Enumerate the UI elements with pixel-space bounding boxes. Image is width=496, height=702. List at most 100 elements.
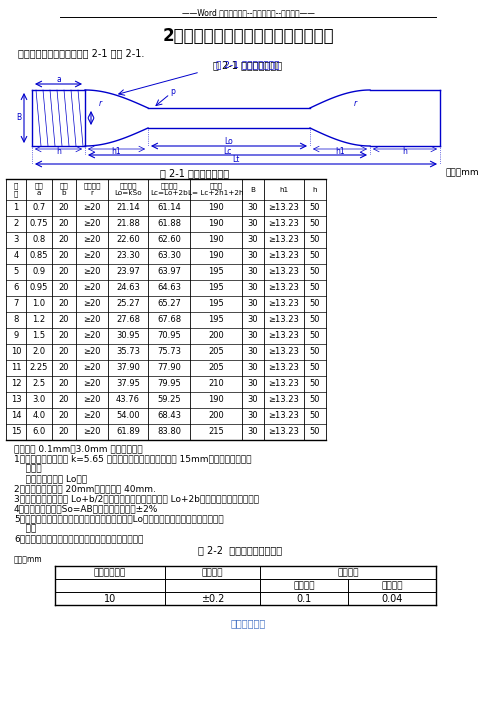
Text: r: r [354, 98, 357, 107]
Text: 50: 50 [310, 235, 320, 244]
Text: 过渡半径
r: 过渡半径 r [83, 183, 101, 197]
Text: 62.60: 62.60 [157, 235, 181, 244]
Text: 标记: 标记 [14, 524, 36, 534]
Text: 0.7: 0.7 [32, 204, 46, 213]
Text: 0.85: 0.85 [30, 251, 48, 260]
Text: 50: 50 [310, 284, 320, 293]
Text: 一般试验: 一般试验 [293, 581, 315, 590]
Text: ≥13.23: ≥13.23 [268, 204, 300, 213]
Text: 21.14: 21.14 [116, 204, 140, 213]
Text: 50: 50 [310, 204, 320, 213]
Text: 10: 10 [104, 593, 116, 604]
Text: 4: 4 [13, 251, 19, 260]
Text: 50: 50 [310, 347, 320, 357]
Text: 30: 30 [248, 380, 258, 388]
Text: 70.95: 70.95 [157, 331, 181, 340]
Text: 20: 20 [59, 380, 69, 388]
Text: 20: 20 [59, 395, 69, 404]
Text: ≥20: ≥20 [83, 395, 101, 404]
Text: 0.04: 0.04 [381, 593, 403, 604]
Text: 4.0: 4.0 [32, 411, 46, 420]
Text: h: h [403, 147, 407, 156]
Text: ±0.2: ±0.2 [201, 593, 224, 604]
Text: 200: 200 [208, 411, 224, 420]
Text: 35.73: 35.73 [116, 347, 140, 357]
Text: 75.73: 75.73 [157, 347, 181, 357]
Text: h1: h1 [112, 147, 122, 156]
Text: h1: h1 [335, 147, 345, 156]
Text: 215: 215 [208, 428, 224, 437]
Text: 20: 20 [59, 284, 69, 293]
Text: 3: 3 [13, 235, 19, 244]
Text: 20: 20 [59, 364, 69, 373]
Text: ≥13.23: ≥13.23 [268, 364, 300, 373]
Text: ≥13.23: ≥13.23 [268, 300, 300, 308]
Text: 210: 210 [208, 380, 224, 388]
Text: 15: 15 [11, 428, 21, 437]
Text: 20: 20 [59, 204, 69, 213]
Text: ≥20: ≥20 [83, 251, 101, 260]
Text: Lt: Lt [232, 156, 240, 164]
Text: 30: 30 [248, 204, 258, 213]
Text: 30: 30 [248, 331, 258, 340]
Text: r: r [98, 98, 102, 107]
Text: ≥20: ≥20 [83, 315, 101, 324]
Text: ≥20: ≥20 [83, 284, 101, 293]
Text: ≥20: ≥20 [83, 364, 101, 373]
Text: 190: 190 [208, 235, 224, 244]
Text: 77.90: 77.90 [157, 364, 181, 373]
Text: ≥20: ≥20 [83, 411, 101, 420]
Text: h: h [56, 147, 61, 156]
Text: 61.89: 61.89 [116, 428, 140, 437]
Text: ≥20: ≥20 [83, 220, 101, 228]
Text: 1.0: 1.0 [32, 300, 46, 308]
Text: 2.5: 2.5 [32, 380, 46, 388]
Text: ≥13.23: ≥13.23 [268, 347, 300, 357]
Text: ≥20: ≥20 [83, 204, 101, 213]
Text: ≥13.23: ≥13.23 [268, 380, 300, 388]
Text: 61.88: 61.88 [157, 220, 181, 228]
Text: 6．机加工试样的尺寸公差和形状公差应符合下表要求: 6．机加工试样的尺寸公差和形状公差应符合下表要求 [14, 534, 143, 543]
Text: 20: 20 [59, 411, 69, 420]
Text: 试样。: 试样。 [14, 465, 42, 474]
Text: 20: 20 [59, 315, 69, 324]
Text: 20: 20 [59, 428, 69, 437]
Text: 2: 2 [13, 220, 19, 228]
Text: 30: 30 [248, 300, 258, 308]
Text: 2.0: 2.0 [32, 347, 46, 357]
Text: 50: 50 [310, 395, 320, 404]
Text: 79.95: 79.95 [157, 380, 181, 388]
Text: 1.5: 1.5 [32, 331, 46, 340]
Text: 20: 20 [59, 267, 69, 277]
Text: 平行长度
Lc=Lo+2b: 平行长度 Lc=Lo+2b [150, 183, 188, 197]
Text: 尺寸公差: 尺寸公差 [201, 568, 223, 577]
Text: 或按双方约定的 Lo値。: 或按双方约定的 Lo値。 [14, 475, 87, 484]
Text: 50: 50 [310, 267, 320, 277]
Text: 1．优先采用比例系数 k=5.65 的比例试样，若比例标距小于 15mm，建议采用非比例: 1．优先采用比例系数 k=5.65 的比例试样，若比例标距小于 15mm，建议采… [14, 454, 251, 463]
Text: B: B [16, 114, 21, 123]
Text: 30: 30 [248, 235, 258, 244]
Text: ≥20: ≥20 [83, 428, 101, 437]
Text: 0.75: 0.75 [30, 220, 48, 228]
Text: ≥13.23: ≥13.23 [268, 220, 300, 228]
Text: 50: 50 [310, 331, 320, 340]
Text: 8: 8 [13, 315, 19, 324]
Text: 单位：mm: 单位：mm [14, 555, 43, 564]
Text: 20: 20 [59, 347, 69, 357]
Text: 27.68: 27.68 [116, 315, 140, 324]
Text: ≥13.23: ≥13.23 [268, 267, 300, 277]
Text: ≥20: ≥20 [83, 347, 101, 357]
Text: 205: 205 [208, 364, 224, 373]
Text: ——Word 行业资料分享--可编辑版本--双击可删——: ——Word 行业资料分享--可编辑版本--双击可删—— [182, 8, 314, 18]
Text: 50: 50 [310, 364, 320, 373]
Text: 图 2-1 标准试样的类型: 图 2-1 标准试样的类型 [216, 60, 280, 69]
Text: 宽度
b: 宽度 b [60, 183, 68, 197]
Text: ≥13.23: ≥13.23 [268, 315, 300, 324]
Text: 0.95: 0.95 [30, 284, 48, 293]
Text: 190: 190 [208, 251, 224, 260]
Text: B: B [250, 187, 255, 192]
Text: 190: 190 [208, 395, 224, 404]
Text: 序
号: 序 号 [14, 183, 18, 197]
Text: p: p [171, 86, 176, 95]
Text: Lo: Lo [225, 138, 234, 147]
